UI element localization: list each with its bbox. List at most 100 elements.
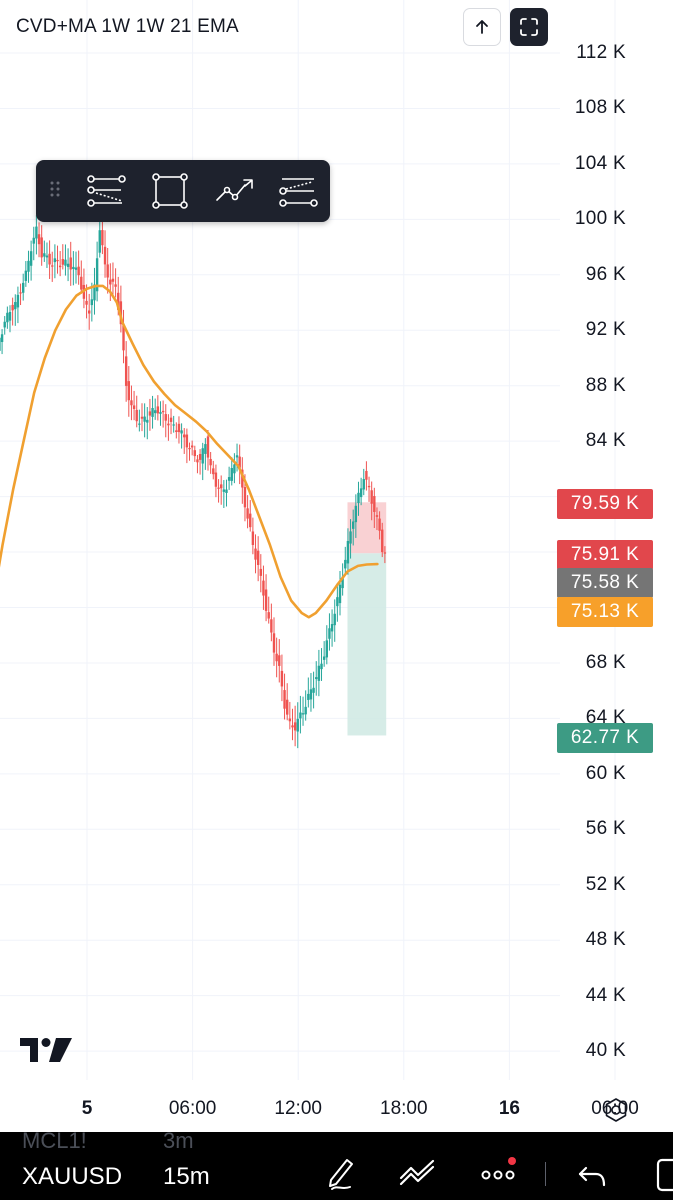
previous-symbol: MCL1! [22,1132,87,1153]
cvd-candle [299,712,302,719]
cvd-candle [336,597,339,607]
cvd-candle [3,321,6,328]
cvd-candle [367,485,371,488]
indicator-title[interactable]: CVD+MA 1W 1W 21 EMA [16,16,239,37]
cvd-candle [64,259,67,266]
cvd-candle [167,423,170,426]
price-tag: 62.77 K [557,723,653,753]
long-position-tool-icon[interactable] [86,171,126,211]
cvd-candle [378,518,381,531]
y-tick-label: 84 K [585,430,626,452]
drag-handle-icon[interactable] [48,180,62,204]
draw-pen-icon[interactable] [320,1152,360,1192]
cvd-candle [383,552,387,554]
cvd-candle [381,529,384,553]
cvd-candle [333,613,336,626]
cvd-candle [190,445,194,448]
take-profit-zone[interactable] [347,553,387,736]
cvd-candle [214,472,218,487]
cvd-candle [22,282,25,293]
cvd-candle [264,589,268,611]
cvd-candle [66,263,70,267]
cvd-candle [201,448,204,464]
cvd-candle [77,266,80,276]
cvd-candle [103,246,107,265]
symbol-button[interactable]: XAUUSD [22,1163,123,1190]
y-tick-label: 104 K [574,152,626,174]
cvd-candle [249,513,252,528]
y-tick-label: 92 K [585,319,626,341]
y-tick-label: 88 K [585,374,626,396]
cvd-candle [90,299,94,306]
undo-icon[interactable] [572,1152,612,1192]
cvd-candle [106,264,109,278]
cvd-candle [235,455,239,458]
cvd-candle [322,656,326,660]
scroll-up-button[interactable] [463,8,501,46]
fullscreen-button[interactable] [510,8,548,46]
cvd-candle [69,257,72,270]
indicators-icon[interactable] [398,1152,438,1192]
cvd-candle [169,417,173,422]
cvd-candle [154,410,157,414]
ema-series [0,284,379,619]
cvd-candle [375,515,379,517]
cvd-candle [230,468,233,481]
cvd-candle [164,414,167,421]
cvd-candle [241,469,244,488]
cvd-candle [175,430,178,433]
layout-icon[interactable] [650,1152,673,1192]
chart-settings-button[interactable] [601,1095,631,1125]
cvd-candle [196,459,199,463]
cvd-candle [85,300,88,305]
cvd-candle [172,424,175,426]
cvd-candle [275,653,278,662]
cvd-candle [262,580,265,596]
cvd-candle [243,487,247,508]
cvd-candle [8,311,12,321]
cvd-candle [80,276,83,290]
cvd-candle [132,405,136,409]
path-tool-icon[interactable] [214,171,254,211]
cvd-candle [238,456,241,468]
cvd-candle [37,234,41,245]
cvd-candle [259,568,262,576]
more-options-icon[interactable] [478,1152,518,1192]
drawing-toolbar [36,160,330,222]
cvd-candle [185,434,189,448]
cvd-candle [288,718,292,722]
settings-hexagon-icon [605,1098,627,1122]
cvd-candle [320,663,323,670]
cvd-candle [328,628,331,639]
y-tick-label: 100 K [574,208,626,230]
x-tick-label: 16 [498,1098,520,1119]
cvd-series [0,213,387,749]
cvd-candle [122,325,125,351]
cvd-candle [27,260,30,272]
cvd-candle [11,304,14,311]
cvd-candle [352,521,355,529]
cvd-candle [283,690,286,709]
cvd-candle [151,407,154,417]
cvd-candle [188,448,191,450]
cvd-candle [212,468,215,475]
cvd-candle [95,258,99,292]
x-tick-label: 18:00 [380,1098,428,1119]
cvd-candle [58,265,62,268]
cvd-candle [32,237,35,244]
cvd-candle [138,423,141,425]
cvd-candle [330,624,334,632]
cvd-candle [98,230,101,253]
rectangle-tool-icon[interactable] [150,171,190,211]
cvd-candle [180,430,183,434]
cvd-candle [88,310,91,314]
cvd-candle [124,356,128,386]
cvd-candle [267,612,270,619]
x-tick-label: 5 [81,1098,93,1119]
cvd-candle [209,458,212,466]
cvd-candle [272,633,276,653]
interval-button[interactable]: 15m [163,1163,210,1190]
cvd-candle [0,334,4,343]
short-position-tool-icon[interactable] [278,171,318,211]
cvd-candle [114,284,117,287]
